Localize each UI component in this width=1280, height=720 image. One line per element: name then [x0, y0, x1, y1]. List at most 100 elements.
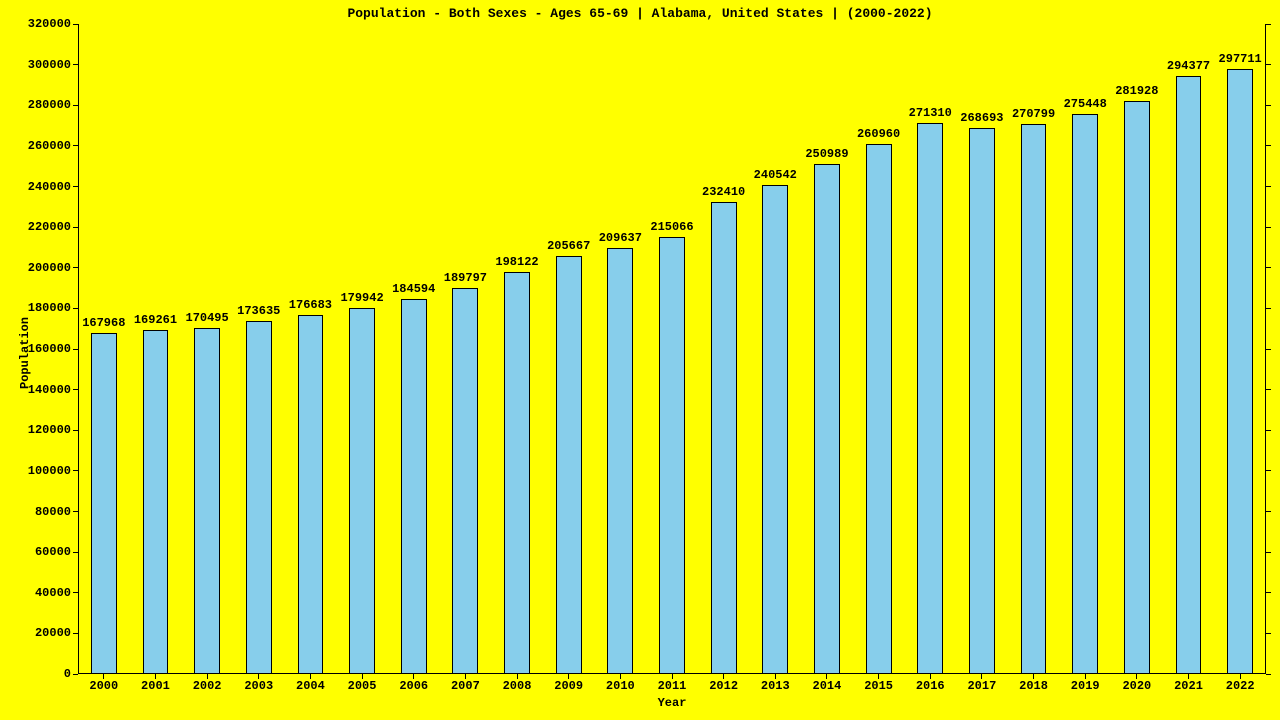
bar [711, 202, 737, 674]
bar [504, 272, 530, 674]
bar [762, 185, 788, 674]
bar [194, 328, 220, 674]
x-tick-label: 2009 [543, 680, 595, 692]
x-tick-label: 2001 [130, 680, 182, 692]
bar [814, 164, 840, 674]
x-tick-label: 2000 [78, 680, 130, 692]
bar [349, 308, 375, 674]
bar [1021, 124, 1047, 674]
bar-value-label: 184594 [386, 283, 442, 295]
y-tick-label: 200000 [11, 262, 71, 274]
y-tick [73, 511, 78, 512]
y-tick-label: 320000 [11, 18, 71, 30]
y-tick-right [1266, 105, 1271, 106]
x-tick-label: 2003 [233, 680, 285, 692]
x-tick-label: 2012 [698, 680, 750, 692]
x-tick-label: 2011 [646, 680, 698, 692]
bar-value-label: 198122 [489, 256, 545, 268]
y-tick [73, 552, 78, 553]
bar-value-label: 170495 [179, 312, 235, 324]
y-tick-label: 140000 [11, 384, 71, 396]
y-tick-label: 280000 [11, 99, 71, 111]
plot-area [78, 24, 1266, 674]
bar-value-label: 173635 [231, 305, 287, 317]
y-tick-right [1266, 145, 1271, 146]
bar-value-label: 268693 [954, 112, 1010, 124]
y-tick [73, 470, 78, 471]
bar-value-label: 281928 [1109, 85, 1165, 97]
y-tick [73, 308, 78, 309]
x-tick-label: 2004 [285, 680, 337, 692]
y-tick-right [1266, 308, 1271, 309]
bar-value-label: 205667 [541, 240, 597, 252]
y-tick-right [1266, 633, 1271, 634]
bar-value-label: 294377 [1161, 60, 1217, 72]
y-tick [73, 24, 78, 25]
y-axis-line [78, 24, 79, 674]
y-tick-right [1266, 511, 1271, 512]
bar-value-label: 271310 [902, 107, 958, 119]
y-tick-right [1266, 349, 1271, 350]
y-tick-label: 160000 [11, 343, 71, 355]
bar-value-label: 240542 [747, 169, 803, 181]
y-tick-right [1266, 227, 1271, 228]
bar [1176, 76, 1202, 674]
bar [143, 330, 169, 674]
bar [969, 128, 995, 674]
y-tick-label: 240000 [11, 181, 71, 193]
bar-value-label: 169261 [128, 314, 184, 326]
x-tick-label: 2013 [749, 680, 801, 692]
bar-value-label: 189797 [438, 272, 494, 284]
y-tick-label: 300000 [11, 59, 71, 71]
y-tick [73, 349, 78, 350]
x-tick-label: 2022 [1214, 680, 1266, 692]
y-tick-right [1266, 552, 1271, 553]
y-tick-right [1266, 430, 1271, 431]
y-tick-label: 220000 [11, 221, 71, 233]
y-tick [73, 267, 78, 268]
bar [1227, 69, 1253, 674]
bar [1072, 114, 1098, 674]
y-tick [73, 186, 78, 187]
x-tick-label: 2008 [491, 680, 543, 692]
y-tick-label: 40000 [11, 587, 71, 599]
bar-value-label: 260960 [851, 128, 907, 140]
y-tick-right [1266, 389, 1271, 390]
y-tick-label: 0 [11, 668, 71, 680]
y-tick-right [1266, 674, 1271, 675]
bar-value-label: 250989 [799, 148, 855, 160]
y-tick [73, 105, 78, 106]
y-tick [73, 592, 78, 593]
y-tick [73, 227, 78, 228]
bar [556, 256, 582, 674]
y-tick-right [1266, 592, 1271, 593]
y-tick [73, 430, 78, 431]
y-tick-right [1266, 186, 1271, 187]
x-tick-label: 2021 [1163, 680, 1215, 692]
y-tick-right [1266, 267, 1271, 268]
bar-value-label: 179942 [334, 292, 390, 304]
y-tick-right [1266, 470, 1271, 471]
x-tick-label: 2016 [904, 680, 956, 692]
x-axis-label: Year [78, 696, 1266, 710]
x-tick-label: 2010 [595, 680, 647, 692]
bar [866, 144, 892, 674]
bar-value-label: 176683 [283, 299, 339, 311]
bar [246, 321, 272, 674]
bar-value-label: 167968 [76, 317, 132, 329]
bar-value-label: 270799 [1006, 108, 1062, 120]
x-tick-label: 2006 [388, 680, 440, 692]
y-tick [73, 674, 78, 675]
bar [401, 299, 427, 674]
y-tick-label: 120000 [11, 424, 71, 436]
bar-value-label: 297711 [1212, 53, 1268, 65]
chart-page: Population - Both Sexes - Ages 65-69 | A… [0, 0, 1280, 720]
bar-value-label: 232410 [696, 186, 752, 198]
bar-value-label: 215066 [644, 221, 700, 233]
x-tick-label: 2014 [801, 680, 853, 692]
bar [452, 288, 478, 674]
bar [917, 123, 943, 674]
y-tick-right [1266, 24, 1271, 25]
chart-title: Population - Both Sexes - Ages 65-69 | A… [0, 6, 1280, 21]
y-tick [73, 64, 78, 65]
